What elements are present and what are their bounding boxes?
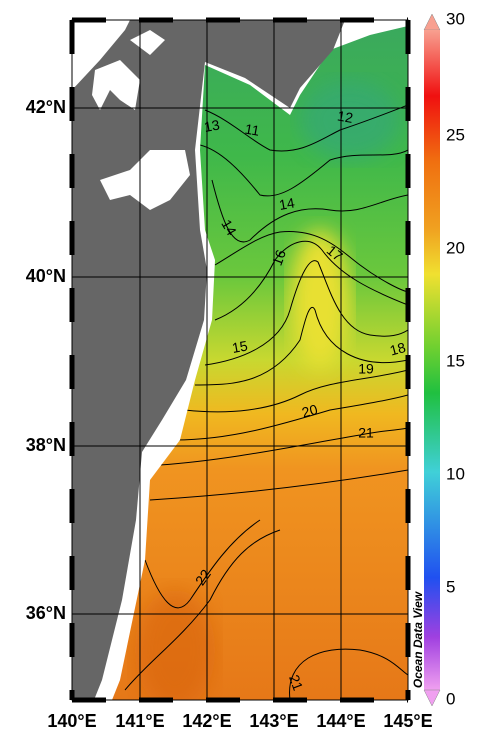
contour-label: 18 — [388, 339, 407, 359]
colorbar-label: 5 — [446, 577, 455, 596]
contour-label: 14 — [278, 194, 296, 212]
colorbar-label: 0 — [446, 689, 455, 708]
lon-label: 144°E — [316, 711, 365, 731]
lat-label: 38°N — [26, 435, 66, 455]
colorbar-label: 20 — [446, 238, 465, 257]
lat-label: 42°N — [26, 97, 66, 117]
watermark: Ocean Data View — [411, 591, 425, 688]
contour-label: 21 — [358, 425, 374, 441]
contour-lines — [124, 104, 408, 700]
lon-label: 142°E — [182, 711, 231, 731]
colorbar-label: 15 — [446, 351, 465, 370]
lon-label: 143°E — [249, 711, 298, 731]
lon-label: 140°E — [47, 711, 96, 731]
contour-label: 14 — [218, 217, 240, 239]
map-frame — [69, 17, 411, 703]
contour-label: 15 — [231, 337, 249, 355]
contour-label: 19 — [358, 361, 374, 377]
colorbar-label: 25 — [446, 125, 465, 144]
colorbar-label: 30 — [446, 9, 465, 28]
colorbar — [423, 13, 441, 707]
graticule — [72, 20, 408, 700]
lat-label: 36°N — [26, 603, 66, 623]
contour-label: 12 — [336, 107, 354, 125]
lat-label: 40°N — [26, 266, 66, 286]
contour-label: 11 — [244, 121, 261, 139]
contour-label: 13 — [203, 116, 221, 134]
contour-label: 20 — [300, 401, 319, 421]
lon-label: 141°E — [115, 711, 164, 731]
colorbar-label: 10 — [446, 464, 465, 483]
contour-label: 21 — [286, 673, 306, 693]
lon-label: 145°E — [383, 711, 432, 731]
contour-label: 16 — [269, 247, 289, 267]
